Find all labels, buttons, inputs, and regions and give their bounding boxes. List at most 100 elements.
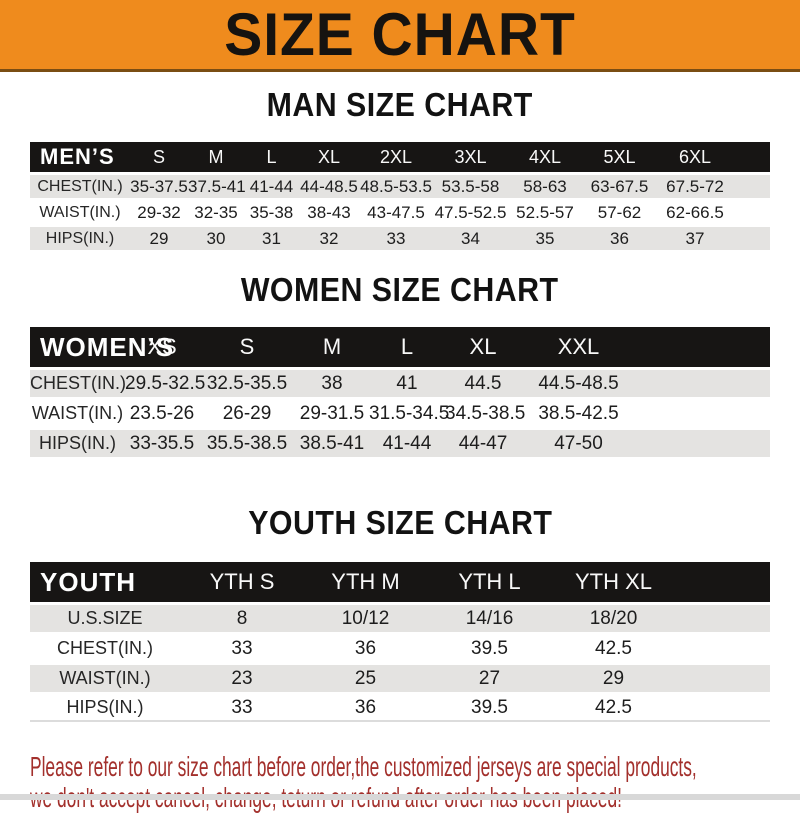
women-chest-filler [636, 370, 770, 397]
women-chest-xl: 44.5 [464, 372, 502, 394]
youth-hips-s: 33 [180, 695, 304, 722]
men-chest-xl: 44-48.5 [300, 176, 358, 196]
women-waist-xl: 34.5-38.5 [445, 402, 526, 424]
women-hips-m: 38.5-41 [299, 432, 365, 454]
men-chest-filler [733, 175, 770, 198]
men-hips-2xl: 33 [386, 228, 406, 248]
women-waist-row: WAIST(IN.) 23.5-26 26-29 29-31.5 31.5-34… [30, 400, 770, 427]
youth-hips-row: HIPS(IN.) 33 36 39.5 42.5 [30, 695, 770, 722]
youth-section-title: YOUTH SIZE CHART [0, 506, 800, 544]
men-chest-l: 41-44 [249, 176, 294, 196]
women-hips-row: HIPS(IN.) 33-35.5 35.5-38.5 38.5-41 41-4… [30, 430, 770, 457]
women-hips-xxl: 47-50 [554, 432, 603, 454]
youth-hips-l: 39.5 [427, 695, 552, 722]
men-chest-6xl: 67.5-72 [666, 176, 724, 196]
women-col-l: L [400, 334, 414, 359]
men-chest-3xl: 53.5-58 [441, 176, 500, 196]
women-waist-l: 31.5-34.5 [369, 402, 450, 424]
youth-col-l: YTH L [458, 569, 521, 594]
youth-waist-row: WAIST(IN.) 23 25 27 29 [30, 665, 770, 692]
men-header-row: MEN’S S M L XL 2XL 3XL 4XL 5XL 6XL [30, 142, 770, 172]
page-title: SIZE CHART [224, 1, 576, 68]
youth-section-title-text: YOUTH SIZE CHART [247, 504, 553, 541]
youth-ussize-label: U.S.SIZE [67, 608, 143, 628]
youth-ussize-s: 8 [236, 607, 248, 629]
youth-waist-m: 25 [354, 667, 377, 689]
order-note-line1: Please refer to our size chart before or… [30, 751, 697, 782]
men-chest-s: 35-37.5 [130, 176, 188, 196]
men-waist-s: 29-32 [137, 202, 181, 222]
men-waist-2xl: 43-47.5 [367, 202, 425, 222]
men-waist-xl: 38-43 [307, 202, 351, 222]
women-chest-label: CHEST(IN.) [30, 373, 126, 393]
women-waist-filler [636, 400, 770, 427]
bottom-strip [0, 794, 800, 800]
women-col-m: M [322, 334, 342, 359]
women-hips-xl: 44-47 [458, 432, 508, 454]
men-col-6xl: 6XL [678, 146, 712, 167]
youth-waist-filler [675, 665, 770, 692]
women-section-title: WOMEN SIZE CHART [0, 273, 800, 311]
women-waist-xs: 23.5-26 [129, 402, 195, 424]
youth-waist-xl: 29 [602, 667, 625, 689]
men-header-filler [733, 142, 770, 172]
men-hips-6xl: 37 [685, 228, 705, 248]
women-col-s: S [239, 334, 255, 359]
men-size-table: MEN’S S M L XL 2XL 3XL 4XL 5XL 6XL CHEST… [30, 139, 770, 253]
men-hips-filler [733, 227, 770, 250]
women-chest-xxl: 44.5-48.5 [538, 372, 619, 394]
women-corner-label: WOMEN’S [40, 331, 175, 362]
women-chest-s: 32.5-35.5 [206, 372, 288, 394]
youth-header-row: YOUTH YTH S YTH M YTH L YTH XL [30, 562, 770, 602]
men-waist-label: WAIST(IN.) [39, 203, 121, 221]
men-col-m: M [208, 146, 224, 167]
men-col-2xl: 2XL [379, 146, 413, 167]
men-chest-row: CHEST(IN.) 35-37.5 37.5-41 41-44 44-48.5… [30, 175, 770, 198]
men-hips-4xl: 35 [535, 228, 555, 248]
men-chest-4xl: 58-63 [523, 176, 567, 196]
youth-hips-xl: 42.5 [552, 695, 675, 722]
women-chest-xs: 29.5-32.5 [125, 372, 206, 394]
women-col-xl: XL [469, 334, 497, 359]
men-col-4xl: 4XL [528, 146, 562, 167]
youth-col-m: YTH M [331, 569, 400, 594]
youth-chest-row: CHEST(IN.) 33 36 39.5 42.5 [30, 635, 770, 662]
youth-ussize-l: 14/16 [465, 607, 514, 629]
women-waist-label: WAIST(IN.) [31, 403, 124, 423]
youth-col-s: YTH S [209, 569, 275, 594]
women-header-filler [636, 327, 770, 367]
women-hips-l: 41-44 [382, 432, 432, 454]
women-waist-s: 26-29 [222, 402, 272, 424]
youth-waist-label: WAIST(IN.) [59, 668, 151, 688]
men-waist-filler [733, 201, 770, 224]
youth-waist-l: 27 [478, 667, 501, 689]
youth-chest-s: 33 [231, 637, 253, 659]
youth-ussize-xl: 18/20 [589, 607, 638, 629]
women-col-xxl: XXL [557, 334, 600, 359]
women-col-xs: XS [147, 334, 177, 359]
men-chest-label: CHEST(IN.) [37, 177, 123, 195]
banner: SIZE CHART [0, 0, 800, 72]
women-chest-m: 38 [321, 372, 343, 394]
men-col-3xl: 3XL [454, 146, 487, 167]
men-hips-row: HIPS(IN.) 29 30 31 32 33 34 35 36 37 [30, 227, 770, 250]
youth-hips-m: 36 [304, 695, 427, 722]
youth-hips-filler [675, 695, 770, 722]
youth-col-xl: YTH XL [574, 569, 653, 594]
women-size-table: WOMEN’S XS S M L XL XXL CHEST(IN.) 29.5-… [30, 324, 770, 460]
youth-ussize-filler [675, 605, 770, 632]
men-section-title-text: MAN SIZE CHART [266, 86, 534, 123]
men-col-l: L [266, 146, 277, 167]
men-hips-xl: 32 [319, 228, 339, 248]
men-hips-5xl: 36 [610, 228, 629, 248]
men-waist-l: 35-38 [249, 202, 294, 222]
men-col-xl: XL [317, 146, 341, 167]
men-waist-6xl: 62-66.5 [666, 202, 724, 222]
youth-ussize-m: 10/12 [341, 607, 390, 629]
men-col-s: S [152, 146, 165, 167]
youth-hips-label: HIPS(IN.) [30, 695, 180, 722]
order-note: Please refer to our size chart before or… [30, 751, 800, 813]
women-waist-m: 29-31.5 [299, 402, 365, 424]
women-hips-label: HIPS(IN.) [38, 433, 116, 453]
